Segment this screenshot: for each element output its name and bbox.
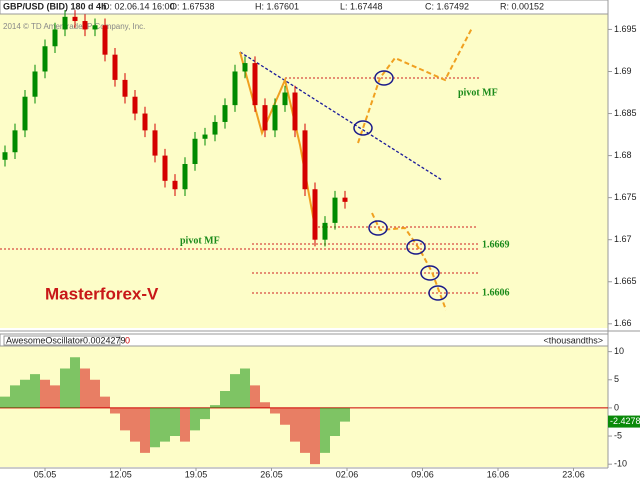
header-field: GBP/USD (BID) 180 d 4h: [3, 1, 107, 11]
y-tick-label: 1.68: [614, 150, 632, 160]
candle-body: [12, 130, 18, 153]
header-field: D: 02.06.14 16:00: [103, 1, 175, 11]
x-tick-label: 05.05: [34, 469, 57, 479]
y-tick-label: 1.695: [614, 24, 637, 34]
candle-body: [212, 121, 218, 135]
candle-body: [222, 105, 228, 122]
annotations: [0, 27, 480, 311]
candle-body: [42, 46, 48, 72]
circle: [368, 220, 388, 236]
annotation: 1.6606: [482, 287, 510, 298]
circle: [406, 239, 426, 255]
header-field: C: 1.67492: [425, 1, 469, 11]
header-field: H: 1.67601: [255, 1, 299, 11]
candle-body: [32, 71, 38, 97]
candle-body: [312, 189, 318, 240]
brand: Masterforex-V: [45, 284, 159, 303]
x-tick-label: 16.06: [487, 469, 510, 479]
candle-body: [92, 25, 98, 30]
last-value-label: -2.4278: [610, 416, 640, 426]
candle-body: [172, 180, 178, 190]
candle-body: [292, 92, 298, 131]
candle-body: [62, 16, 68, 30]
circle: [420, 265, 440, 281]
candle-body: [302, 130, 308, 190]
indicator-box: [3, 335, 121, 346]
indicator-units: <thousandths>: [543, 335, 603, 345]
candle-body: [232, 71, 238, 106]
candle-body: [342, 197, 348, 202]
y-tick-label: 0: [614, 402, 619, 412]
x-tick-label: 12.05: [109, 469, 132, 479]
candle-body: [262, 105, 268, 131]
y-tick-label: -10: [614, 459, 627, 469]
candle-body: [102, 25, 108, 55]
copyright: 2014 © TD Ameritrade IP Company, Inc.: [3, 22, 145, 31]
candle-body: [142, 113, 148, 131]
x-tick-label: 19.05: [185, 469, 208, 479]
circle: [374, 70, 394, 86]
candle-body: [252, 63, 258, 106]
x-tick-label: 26.05: [260, 469, 283, 479]
y-tick-label: 5: [614, 374, 619, 384]
circle: [353, 120, 373, 136]
annotation: 1.6669: [482, 239, 510, 250]
y-tick-label: 1.67: [614, 234, 632, 244]
candle-body: [182, 164, 188, 190]
candle-body: [322, 222, 328, 240]
indicator-value: -0.0024279: [80, 335, 126, 345]
candle-body: [22, 96, 28, 131]
y-tick-label: 1.675: [614, 192, 637, 202]
candle-body: [162, 155, 168, 181]
candle-body: [52, 29, 58, 47]
candle-body: [242, 63, 248, 72]
y-tick-label: -5: [614, 430, 622, 440]
candle-body: [82, 21, 88, 30]
x-tick-label: 23.06: [562, 469, 585, 479]
annotation: pivot MF: [180, 235, 220, 246]
x-tick-label: 02.06: [336, 469, 359, 479]
y-tick-label: 1.69: [614, 66, 632, 76]
y-tick-label: 10: [614, 346, 624, 356]
indicator-name: AwesomeOscillator: [6, 335, 83, 345]
candle-body: [332, 197, 338, 223]
header-field: L: 1.67448: [340, 1, 383, 11]
projection-down: [371, 212, 447, 311]
header-field: R: 0.00152: [500, 1, 544, 11]
candle-body: [72, 16, 78, 22]
header-field: O: 1.67538: [170, 1, 215, 11]
y-tick-label: 1.665: [614, 276, 637, 286]
candle-body: [2, 152, 8, 160]
candle-body: [112, 54, 118, 80]
indicator-shift: 0: [125, 335, 130, 345]
candle-body: [282, 92, 288, 106]
candle-body: [272, 105, 278, 131]
y-tick-label: 1.685: [614, 108, 637, 118]
annotation: pivot MF: [458, 87, 498, 98]
candle-body: [122, 79, 128, 97]
candle-body: [192, 138, 198, 164]
candle-body: [152, 130, 158, 156]
y-tick-label: 1.66: [614, 318, 632, 328]
circle: [428, 285, 448, 301]
last-value-box: [608, 415, 640, 428]
x-tick-label: 09.06: [411, 469, 434, 479]
candle-body: [202, 134, 208, 139]
candle-body: [132, 96, 138, 114]
